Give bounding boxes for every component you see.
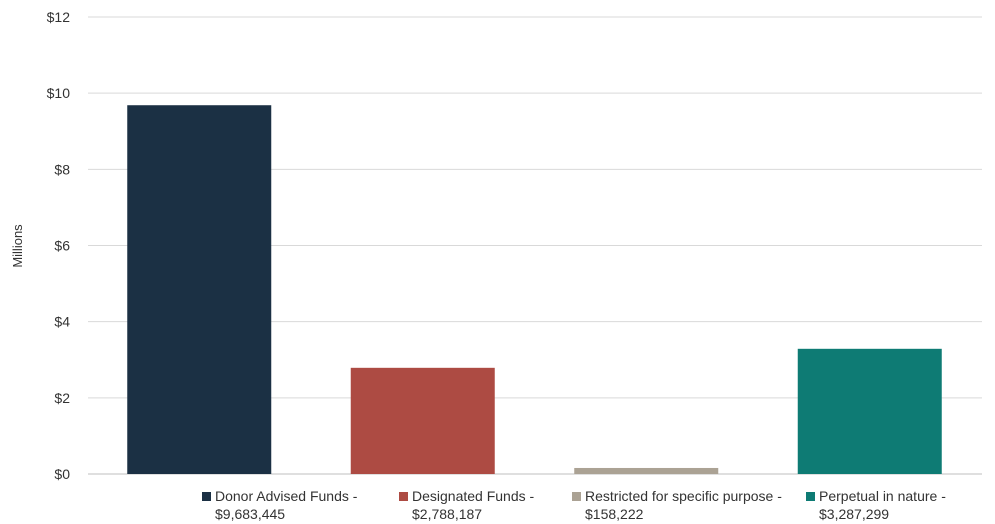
y-tick-label: $10 xyxy=(47,85,71,101)
bar xyxy=(574,467,719,474)
y-tick-label: $12 xyxy=(47,9,71,25)
legend-swatch xyxy=(202,492,211,501)
legend-value: $9,683,445 xyxy=(215,506,285,522)
legend: Donor Advised Funds - $9,683,445 Designate… xyxy=(202,488,946,522)
bar xyxy=(350,367,495,474)
bar xyxy=(797,348,942,474)
legend-label: Restricted for specific purpose - xyxy=(585,488,782,504)
legend-swatch xyxy=(572,492,581,501)
bars xyxy=(127,105,942,474)
y-tick-label: $6 xyxy=(54,238,70,254)
legend-label: Perpetual in nature - xyxy=(819,488,946,504)
legend-label: Designated Funds - xyxy=(412,488,535,504)
y-axis-title: Millions xyxy=(10,224,25,268)
y-tick-label: $0 xyxy=(54,466,70,482)
legend-swatch xyxy=(399,492,408,501)
legend-swatch xyxy=(806,492,815,501)
y-tick-label: $8 xyxy=(54,161,70,177)
y-tick-label: $2 xyxy=(54,390,70,406)
y-tick-label: $4 xyxy=(54,314,70,330)
legend-value: $158,222 xyxy=(585,506,644,522)
legend-label: Donor Advised Funds - xyxy=(215,488,358,504)
legend-value: $3,287,299 xyxy=(819,506,889,522)
bar xyxy=(127,105,272,474)
legend-value: $2,788,187 xyxy=(412,506,482,522)
y-axis-ticks: $0 $2 $4 $6 $8 $10 $12 xyxy=(47,9,71,482)
